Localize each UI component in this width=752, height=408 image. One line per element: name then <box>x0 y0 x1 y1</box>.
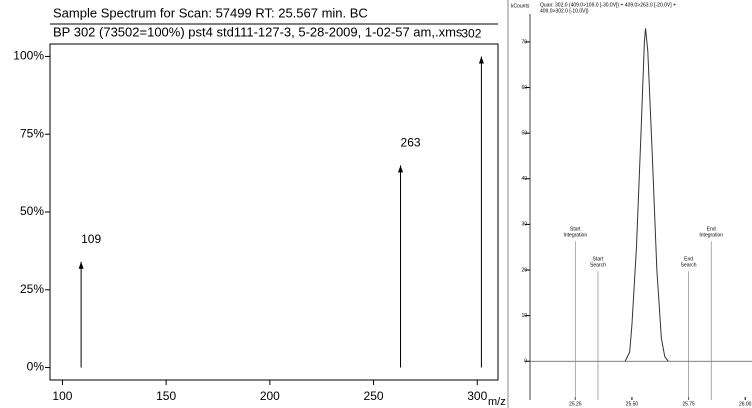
annotation-label: End <box>707 227 716 233</box>
annotation-label: Start <box>570 227 581 233</box>
spectrum-title: Sample Spectrum for Scan: 57499 RT: 25.5… <box>53 5 368 20</box>
peak-label: 302 <box>461 27 481 41</box>
peak-arrow <box>478 56 484 64</box>
annotation-label: Integration <box>699 233 723 239</box>
y-tick-label: 30 <box>521 222 527 228</box>
y-tick-label: 25% <box>20 282 44 296</box>
peak-arrow <box>78 261 84 269</box>
annotation-label: Start <box>593 257 604 263</box>
peak-arrow <box>398 165 404 173</box>
y-tick-label: 70 <box>521 39 527 45</box>
annotation-label: Search <box>590 263 606 269</box>
x-tick-label: 300 <box>467 389 487 403</box>
annotation-label: Search <box>681 263 697 269</box>
chromatogram-y-label: kCounts <box>511 3 530 9</box>
peak-label: 263 <box>401 136 421 150</box>
chromatogram-subtitle: 409.0>302.0 [-10.0V]) <box>540 8 589 14</box>
y-tick-label: 20 <box>521 267 527 273</box>
y-tick-label: 50% <box>20 204 44 218</box>
y-tick-label: 0 <box>524 359 527 365</box>
y-tick-label: 60 <box>521 85 527 91</box>
y-tick-label: 10 <box>521 313 527 319</box>
annotation-label: End <box>684 257 693 263</box>
annotation-label: Integration <box>563 233 587 239</box>
y-tick-label: 0% <box>27 360 45 374</box>
y-tick-label: 50 <box>521 130 527 136</box>
x-tick-label: 25.25 <box>569 401 582 407</box>
x-tick-label: 150 <box>156 389 176 403</box>
chromatogram-trace <box>624 28 669 362</box>
x-axis-label: m/z <box>488 396 506 408</box>
y-tick-label: 100% <box>13 49 44 63</box>
y-tick-label: 40 <box>521 176 527 182</box>
y-tick-label: 75% <box>20 126 44 140</box>
peak-label: 109 <box>81 232 101 246</box>
spectrum-subtitle: BP 302 (73502=100%) pst4 std111-127-3, 5… <box>53 24 463 39</box>
x-tick-label: 26.00 <box>739 401 752 407</box>
chromatogram-subtitle: Quan: 302.0 (409.0>109.0 [-30.0V]) + 409… <box>540 2 676 8</box>
x-tick-label: 25.50 <box>626 401 639 407</box>
x-tick-label: 200 <box>260 389 280 403</box>
x-tick-label: 25.75 <box>682 401 695 407</box>
x-tick-label: 250 <box>364 389 384 403</box>
x-tick-label: 100 <box>52 389 72 403</box>
